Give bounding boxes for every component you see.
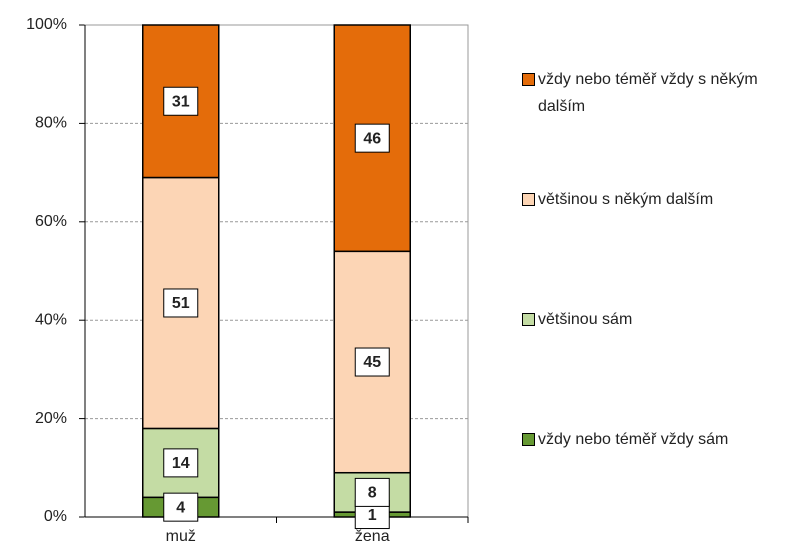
legend-swatch (522, 73, 535, 86)
legend-label: vždy nebo téměř vždy sám (538, 431, 729, 448)
legend-swatch (522, 313, 535, 326)
data-label: 8 (368, 485, 377, 502)
legend-item: většinou sám (522, 306, 792, 333)
data-label: 1 (368, 507, 377, 524)
data-label-group: 14 (163, 448, 199, 478)
y-tick-label: 60% (35, 213, 67, 230)
data-label-group: 31 (163, 86, 199, 116)
x-tick-label: žena (355, 528, 390, 545)
data-label: 45 (363, 354, 381, 371)
y-tick-label: 40% (35, 311, 67, 328)
data-label-box (354, 477, 390, 507)
legend-item: vždy nebo téměř vždy s někým dalším (522, 66, 792, 120)
legend-item: vždy nebo téměř vždy sám (522, 426, 792, 453)
data-label-group: 8 (354, 477, 390, 507)
y-tick-label: 100% (26, 16, 67, 33)
data-label: 46 (363, 130, 381, 147)
legend-item: většinou s někým dalším (522, 186, 792, 213)
legend-label: vždy nebo téměř vždy s někým dalším (538, 71, 758, 115)
data-label-group: 51 (163, 288, 199, 318)
data-label-box (163, 288, 199, 318)
legend-swatch (522, 193, 535, 206)
data-label: 4 (176, 499, 185, 516)
data-label-group: 46 (354, 123, 390, 153)
y-tick-label: 20% (35, 410, 67, 427)
y-tick-label: 80% (35, 115, 67, 132)
data-label: 31 (172, 93, 190, 110)
y-tick-label: 0% (44, 508, 67, 525)
data-label: 14 (172, 455, 190, 472)
data-label: 51 (172, 295, 190, 312)
legend-label: většinou s někým dalším (538, 191, 714, 208)
data-label-box (163, 448, 199, 478)
data-label-group: 4 (163, 492, 199, 522)
legend-swatch (522, 433, 535, 446)
data-label-box (354, 123, 390, 153)
data-label-box (163, 492, 199, 522)
legend-label: většinou sám (538, 311, 633, 328)
x-tick-label: muž (166, 528, 196, 545)
data-label-box (163, 86, 199, 116)
data-label-box (354, 347, 390, 377)
data-label-group: 45 (354, 347, 390, 377)
